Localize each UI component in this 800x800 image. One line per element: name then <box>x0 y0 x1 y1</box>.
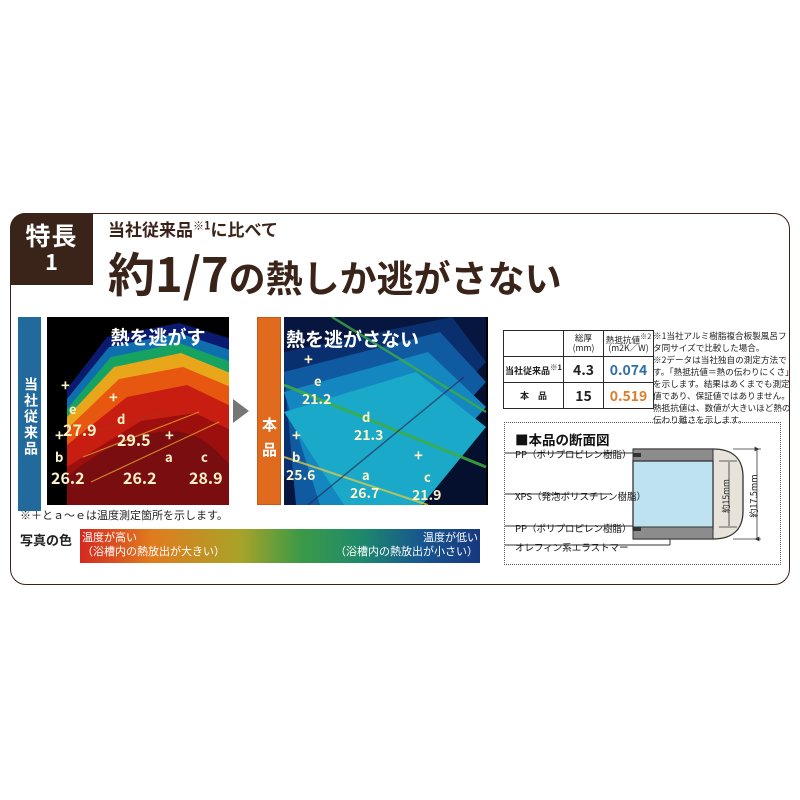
svg-text:約17.5mm: 約17.5mm <box>747 474 760 517</box>
svg-text:約15mm: 約15mm <box>720 479 732 513</box>
